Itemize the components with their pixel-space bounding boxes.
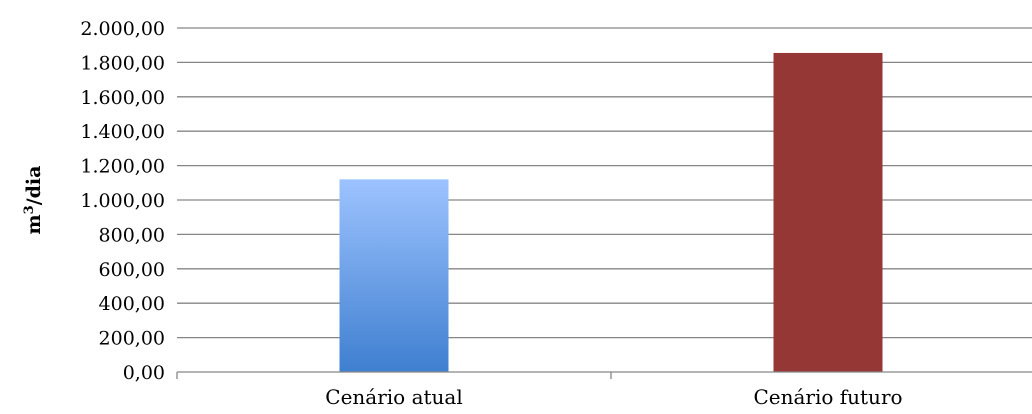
y-tick-label: 800,00 [99, 224, 165, 246]
y-tick-label: 400,00 [99, 293, 165, 315]
y-tick-label: 1.200,00 [80, 156, 165, 178]
y-axis-tick-labels: 0,00 200,00 400,00 600,00 800,00 1.000,00 1.20… [80, 18, 165, 384]
y-tick-label: 2.000,00 [80, 18, 165, 40]
x-axis [176, 371, 1032, 379]
bar-1 [339, 179, 449, 372]
y-axis-title: m3/dia [22, 166, 46, 235]
bars [339, 52, 883, 372]
x-category-label: Cenário futuro [753, 385, 902, 409]
y-axis-title-base: m [23, 214, 45, 234]
y-tick-label: 0,00 [123, 362, 165, 384]
x-category-label: Cenário atual [325, 385, 462, 409]
y-tick-label: 1.400,00 [80, 121, 165, 143]
bar-2 [773, 52, 883, 372]
y-tick-label: 200,00 [99, 328, 165, 350]
y-tick-label: 1.800,00 [80, 52, 165, 74]
x-axis-category-labels: Cenário atual Cenário futuro [325, 385, 902, 409]
y-tick-label: 1.600,00 [80, 87, 165, 109]
y-tick-label: 1.000,00 [80, 190, 165, 212]
y-axis-title-superscript: 3 [22, 205, 37, 214]
gridlines [177, 27, 1032, 339]
y-axis-title-rest: /dia [23, 166, 45, 206]
y-tick-label: 600,00 [99, 259, 165, 281]
